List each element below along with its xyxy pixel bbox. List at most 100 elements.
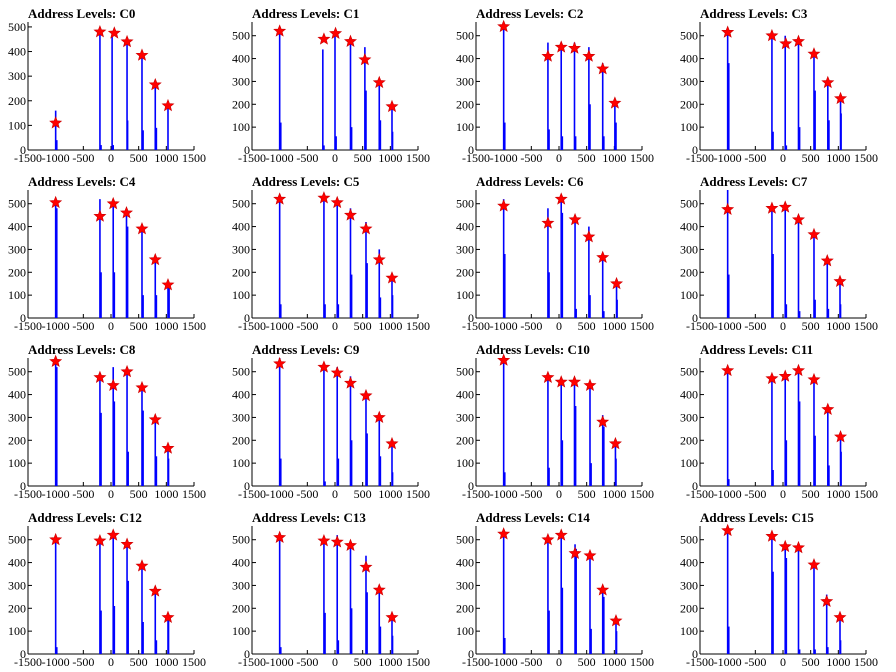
x-tick-label: 1000 [826, 151, 850, 165]
peak-marker [120, 206, 133, 219]
peak-marker [807, 372, 821, 386]
y-tick-label: 100 [456, 624, 474, 638]
x-tick-label: -500 [744, 151, 766, 165]
peak-marker [596, 250, 610, 263]
x-tick-label: -1000 [490, 319, 518, 333]
panel-title: Address Levels: C2 [476, 6, 583, 21]
peak-marker [148, 252, 162, 266]
histogram-panel: Address Levels: C40100200300400500-1500-… [8, 174, 206, 333]
peak-marker [497, 199, 511, 212]
x-tick-label: 1500 [182, 319, 206, 333]
y-tick-label: 400 [456, 220, 474, 234]
peak-marker [344, 376, 357, 389]
y-tick-label: 400 [680, 52, 698, 66]
panel-title: Address Levels: C15 [700, 510, 814, 525]
y-tick-label: 500 [680, 29, 698, 43]
y-tick-label: 300 [8, 69, 26, 83]
peak-marker [372, 583, 386, 596]
peak-marker [93, 25, 107, 38]
x-tick-label: -1000 [490, 655, 518, 669]
x-tick-label: -1000 [42, 151, 70, 165]
x-tick-label: 1000 [378, 151, 402, 165]
y-tick-label: 200 [680, 265, 698, 279]
x-tick-label: -500 [520, 655, 542, 669]
y-tick-label: 200 [232, 433, 250, 447]
x-tick-label: 1000 [826, 487, 850, 501]
y-tick-label: 500 [232, 197, 250, 211]
histogram-panel: Address Levels: C00100200300400500-1500-… [8, 6, 206, 165]
y-tick-label: 0 [692, 647, 698, 661]
peak-marker [148, 412, 162, 426]
peak-marker [148, 584, 162, 597]
peak-marker [721, 363, 735, 377]
y-tick-label: 300 [456, 578, 474, 592]
peak-marker [273, 530, 287, 543]
x-tick-label: -1500 [238, 319, 266, 333]
y-tick-label: 300 [8, 410, 26, 424]
y-tick-label: 200 [8, 94, 26, 108]
peak-marker [344, 34, 357, 47]
x-tick-label: 1500 [182, 655, 206, 669]
peak-marker [273, 24, 287, 37]
peak-marker [161, 441, 175, 454]
panel-title: Address Levels: C13 [252, 510, 366, 525]
y-tick-label: 100 [456, 120, 474, 134]
peak-marker [608, 436, 622, 450]
histogram-panel: Address Levels: C13 0 100 200 300 400 500 -1500… [232, 510, 430, 669]
histogram-panel: Address Levels: C50100200300400500-1500-… [232, 174, 430, 333]
x-tick-label: -1500 [14, 487, 42, 501]
peak-marker [93, 534, 107, 547]
x-tick-label: -1000 [714, 655, 742, 669]
peak-marker [49, 116, 63, 129]
x-tick-label: 1500 [854, 487, 878, 501]
x-tick-label: -1500 [14, 151, 42, 165]
x-tick-label: -500 [744, 655, 766, 669]
panel-title: Address Levels: C10 [476, 342, 590, 357]
y-tick-label: 0 [692, 479, 698, 493]
peak-marker [329, 26, 343, 39]
peak-marker [148, 77, 162, 91]
x-tick-label: -1500 [462, 151, 490, 165]
x-tick-label: 1000 [826, 655, 850, 669]
x-tick-label: -1000 [714, 487, 742, 501]
y-tick-label: 300 [8, 578, 26, 592]
panel-title: Address Levels: C3 [700, 6, 808, 21]
y-tick-label: 0 [244, 311, 250, 325]
peak-marker [330, 535, 344, 548]
x-tick-label: 1000 [826, 319, 850, 333]
peak-marker [568, 375, 581, 388]
peak-marker [582, 230, 596, 243]
x-tick-label: 1500 [630, 319, 654, 333]
y-tick-label: 0 [20, 143, 26, 157]
x-tick-label: -500 [72, 655, 94, 669]
x-tick-label: -1000 [714, 151, 742, 165]
histogram-panel: Address Levels: C70100200300400500-1500-… [680, 174, 878, 333]
y-tick-label: 300 [456, 74, 474, 88]
peak-marker [120, 364, 134, 378]
peak-marker [765, 201, 779, 214]
peak-marker [554, 40, 568, 53]
histogram-panel: Address Levels: C80100200300400500-1500-… [8, 342, 206, 501]
x-tick-label: -500 [296, 487, 318, 501]
peak-marker [317, 360, 331, 373]
x-tick-label: 1500 [854, 151, 878, 165]
x-tick-label: 1500 [630, 655, 654, 669]
x-tick-label: -1500 [686, 655, 714, 669]
y-tick-label: 0 [692, 311, 698, 325]
peak-marker [807, 47, 821, 60]
x-tick-label: -1500 [462, 655, 490, 669]
x-tick-label: -1000 [42, 487, 70, 501]
x-tick-label: 500 [130, 319, 148, 333]
y-tick-label: 0 [468, 311, 474, 325]
panel-title: Address Levels: C14 [476, 510, 590, 525]
peak-marker [779, 36, 793, 50]
x-tick-label: 500 [578, 655, 596, 669]
x-tick-label: -1500 [238, 655, 266, 669]
y-tick-label: 300 [680, 578, 698, 592]
x-tick-label: 1000 [378, 655, 402, 669]
peak-marker [49, 195, 63, 209]
peak-marker [778, 369, 792, 382]
x-tick-label: -500 [744, 487, 766, 501]
peak-marker [107, 26, 121, 39]
x-tick-label: -1000 [714, 319, 742, 333]
